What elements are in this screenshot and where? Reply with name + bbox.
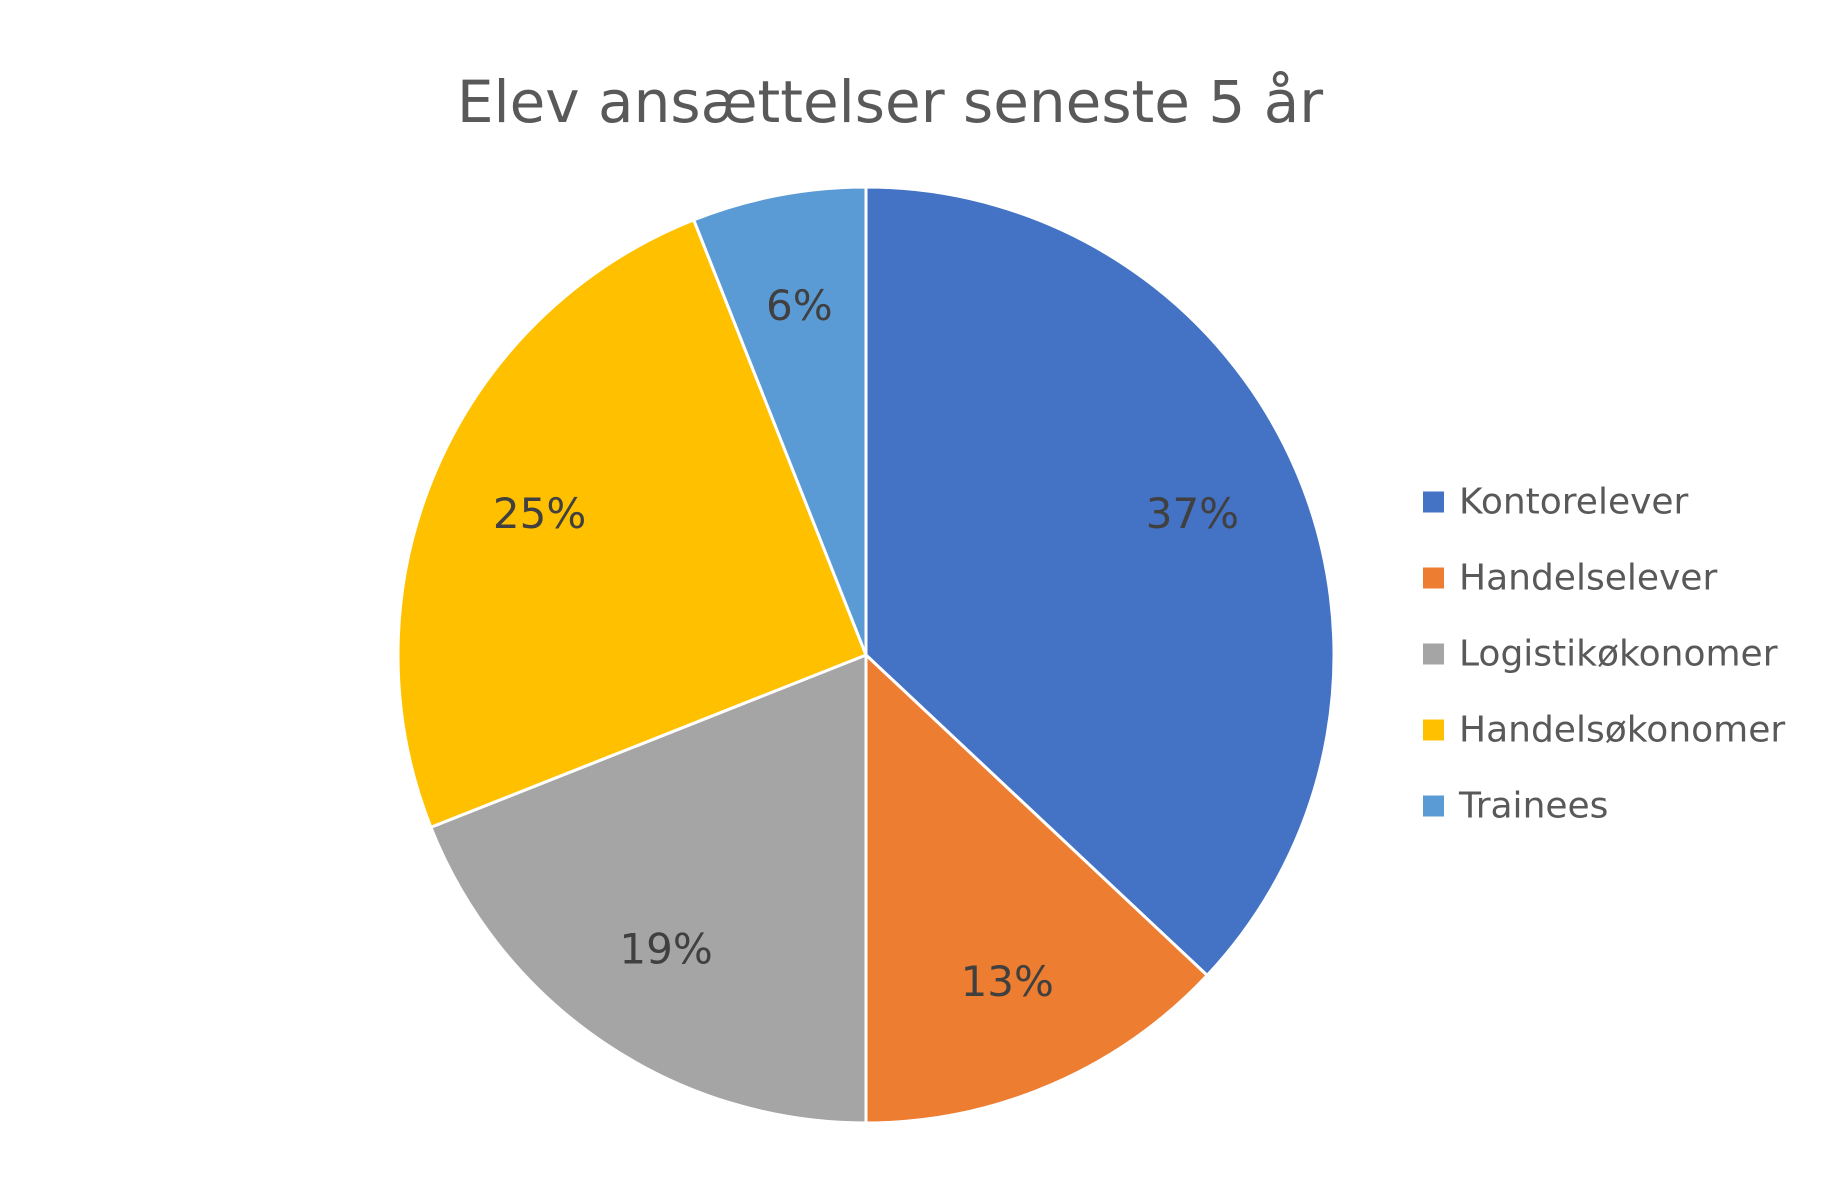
- data-label-logistikoekonomer: 19%: [619, 925, 712, 974]
- legend-swatch-kontorelever: [1423, 491, 1444, 513]
- legend-label-trainees: Trainees: [1458, 786, 1608, 827]
- legend-label-handelsoekonomer: Handelsøkonomer: [1459, 710, 1785, 751]
- data-label-trainees: 6%: [766, 281, 833, 330]
- legend-label-logistikoekonomer: Logistikøkonomer: [1459, 634, 1778, 675]
- pie-data-labels: 37% 13% 19% 25% 6%: [493, 281, 1239, 1006]
- legend-swatch-handelselever: [1423, 567, 1444, 589]
- chart-title: Elev ansættelser seneste 5 år: [457, 68, 1323, 136]
- pie-slice-kontorelever: [864, 185, 1336, 977]
- legend-label-handelselever: Handelselever: [1459, 558, 1717, 599]
- legend-swatch-handelsoekonomer: [1423, 719, 1444, 741]
- pie-slice-logistikoekonomer: [429, 653, 868, 1125]
- legend: Kontorelever Handelselever Logistikøkonome…: [1423, 482, 1785, 827]
- data-label-handelselever: 13%: [961, 957, 1054, 1006]
- data-label-handelsoekonomer: 25%: [493, 489, 586, 538]
- pie-slice-handelsoekonomer: [396, 218, 868, 829]
- pie-slice-handelselever: [864, 653, 1209, 1125]
- pie-slices: [396, 185, 1336, 1125]
- data-label-kontorelever: 37%: [1146, 489, 1239, 538]
- legend-swatch-logistikoekonomer: [1423, 643, 1444, 665]
- pie-slice-trainees: [692, 185, 868, 657]
- legend-label-kontorelever: Kontorelever: [1459, 482, 1689, 523]
- legend-swatch-trainees: [1423, 795, 1444, 817]
